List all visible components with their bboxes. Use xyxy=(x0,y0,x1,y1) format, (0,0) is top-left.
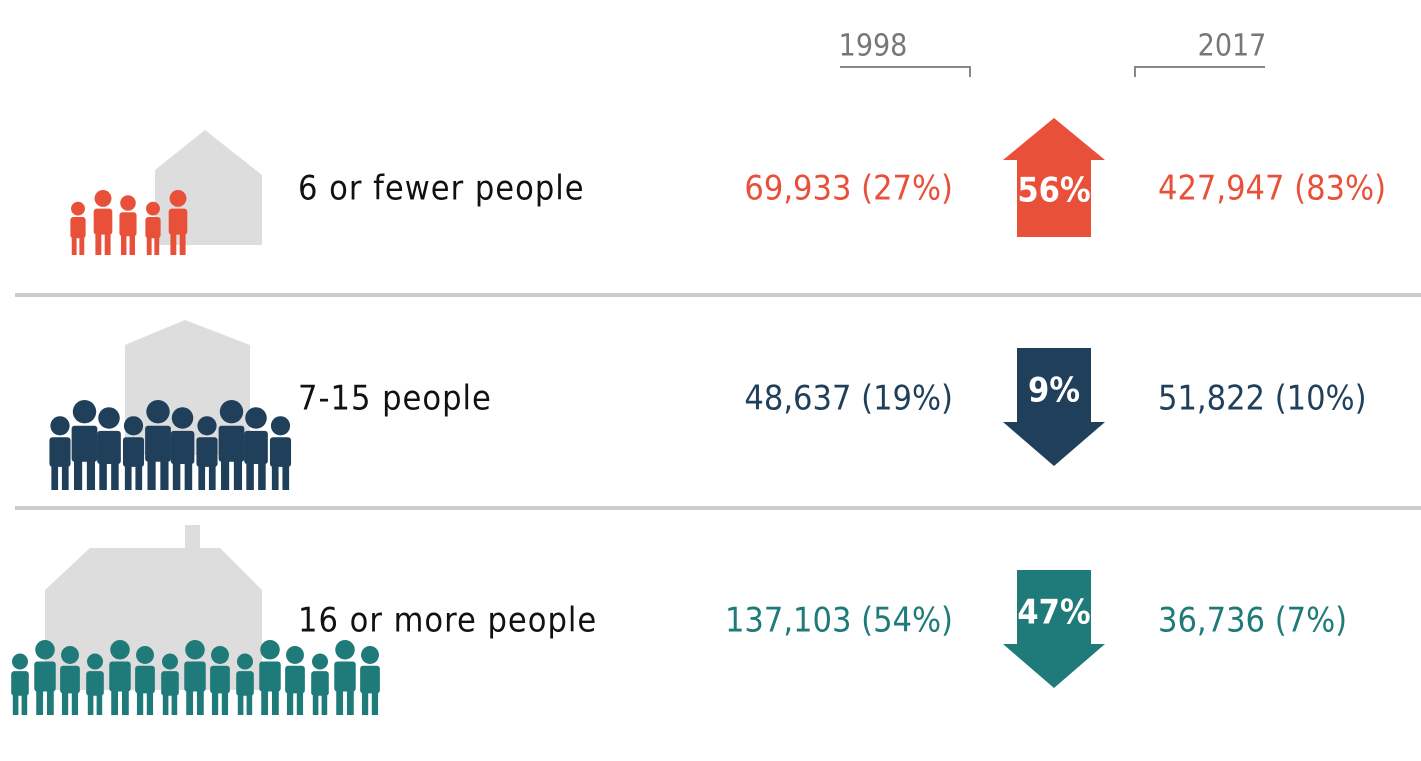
arrow-up xyxy=(1003,118,1105,237)
header-rule xyxy=(840,66,971,77)
house-icon xyxy=(45,525,262,690)
header-rule xyxy=(1134,66,1265,77)
change-label: 47% xyxy=(1017,593,1090,633)
row-label: 7-15 people xyxy=(298,379,492,419)
value-1998: 69,933 (27%) xyxy=(744,169,953,209)
person-icon xyxy=(122,416,145,490)
value-2017: 51,822 (10%) xyxy=(1158,379,1367,419)
person-icon xyxy=(184,640,206,715)
column-header: 1998 xyxy=(839,29,908,64)
person-icon xyxy=(93,190,113,255)
row-label: 6 or fewer people xyxy=(298,169,585,209)
person-icon xyxy=(86,653,104,715)
person-icon xyxy=(259,640,281,715)
person-icon xyxy=(34,640,56,715)
person-icon xyxy=(135,646,155,715)
value-1998: 137,103 (54%) xyxy=(725,601,953,641)
person-icon xyxy=(119,195,137,255)
person-icon xyxy=(70,201,86,255)
arrow-down xyxy=(1003,570,1105,688)
column-header: 2017 xyxy=(1198,29,1267,64)
value-2017: 427,947 (83%) xyxy=(1158,169,1386,209)
person-icon xyxy=(360,646,380,715)
person-icon xyxy=(210,646,230,715)
person-icon xyxy=(244,407,268,490)
value-1998: 48,637 (19%) xyxy=(744,379,953,419)
person-icon xyxy=(218,400,245,490)
person-icon xyxy=(334,640,356,715)
person-icon xyxy=(145,201,161,255)
person-icon xyxy=(161,653,179,715)
change-label: 9% xyxy=(1028,371,1080,411)
person-icon xyxy=(60,646,80,715)
person-icon xyxy=(49,416,71,490)
person-icon xyxy=(168,190,188,255)
person-icon xyxy=(170,407,195,490)
person-icon xyxy=(196,416,218,490)
person-icon xyxy=(311,653,329,715)
person-icon xyxy=(11,653,29,715)
person-icon xyxy=(145,400,171,490)
value-2017: 36,736 (7%) xyxy=(1158,601,1347,641)
arrow-down xyxy=(1003,348,1105,466)
person-icon xyxy=(97,407,121,490)
person-icon xyxy=(236,653,254,715)
person-icon xyxy=(269,416,292,490)
change-label: 56% xyxy=(1017,171,1090,211)
person-icon xyxy=(109,640,131,715)
person-icon xyxy=(71,400,98,490)
person-icon xyxy=(285,646,305,715)
row-label: 16 or more people xyxy=(298,601,597,641)
